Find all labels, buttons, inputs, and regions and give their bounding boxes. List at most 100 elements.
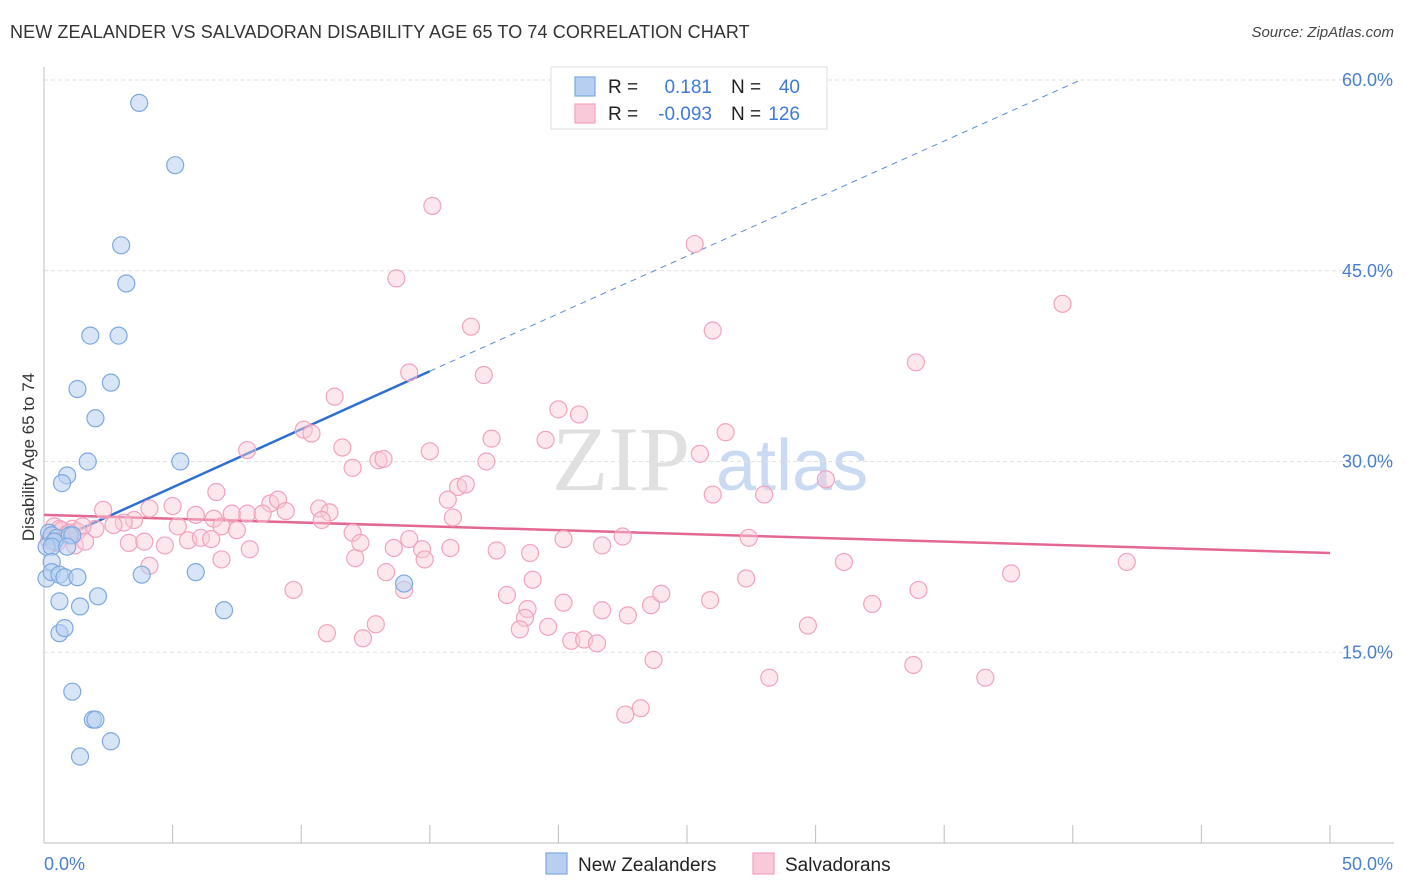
salvadoran-point-121 xyxy=(616,705,635,724)
salvadoran-point-93 xyxy=(701,591,720,610)
new-zealander-point-3 xyxy=(117,274,136,293)
salvadoran-point-75 xyxy=(351,533,370,552)
new-zealander-point-39 xyxy=(86,710,105,729)
salvadoran-point-119 xyxy=(760,668,779,687)
salvadoran-point-87 xyxy=(346,549,365,568)
salvadoran-point-103 xyxy=(641,596,661,615)
new-zealander-point-30 xyxy=(394,574,414,593)
y-tick-label-2: 45.0% xyxy=(1342,261,1393,281)
new-zealander-point-27 xyxy=(68,568,87,587)
new-zealander-point-40 xyxy=(101,732,120,751)
salvadoran-point-30 xyxy=(703,485,722,504)
salvadoran-point-95 xyxy=(909,580,928,600)
salvadoran-point-82 xyxy=(593,536,612,555)
salvadoran-point-79 xyxy=(487,541,506,560)
new-zealander-point-1 xyxy=(166,156,185,175)
axes xyxy=(43,67,1394,844)
salvadoran-point-25 xyxy=(816,470,835,489)
salvadoran-point-14 xyxy=(482,429,501,448)
legend-r-value-1: 0.181 xyxy=(664,77,712,98)
salvadoran-point-83 xyxy=(613,527,632,546)
salvadoran-point-110 xyxy=(510,620,529,639)
new-zealander-point-37 xyxy=(63,682,82,701)
salvadoran-point-45 xyxy=(253,504,272,523)
new-zealander-point-4 xyxy=(81,326,100,345)
new-zealander-point-5 xyxy=(109,326,128,345)
salvadoran-point-70 xyxy=(155,536,174,555)
salvadoran-point-16 xyxy=(716,423,735,442)
new-zealander-point-36 xyxy=(55,618,74,638)
salvadoran-point-7 xyxy=(400,363,419,382)
salvadoran-point-17 xyxy=(238,440,257,460)
new-zealander-point-28 xyxy=(132,565,151,584)
salvadoran-point-10 xyxy=(549,400,568,419)
salvadoran-point-101 xyxy=(593,601,612,620)
new-zealander-point-33 xyxy=(88,587,108,606)
salvadoran-point-91 xyxy=(1117,552,1136,572)
new-zealander-point-12 xyxy=(52,474,72,493)
salvadoran-point-15 xyxy=(536,430,555,449)
salvadoran-point-92 xyxy=(523,570,542,589)
salvadoran-point-69 xyxy=(135,532,154,551)
new-zealander-point-7 xyxy=(68,379,87,399)
salvadoran-point-107 xyxy=(515,608,535,628)
salvadoran-point-42 xyxy=(186,505,205,525)
salvadoran-point-55 xyxy=(400,529,419,549)
legend-swatch-blue xyxy=(574,76,596,97)
legend-box xyxy=(550,66,828,130)
salvadoran-point-118 xyxy=(904,655,923,675)
series-swatch-pink xyxy=(752,852,775,875)
salvadoran-point-4 xyxy=(461,317,481,336)
salvadoran-point-122 xyxy=(631,699,650,718)
salvadoran-point-84 xyxy=(739,528,758,547)
watermark-atlas: atlas xyxy=(716,426,868,506)
legend-n-value-2: 126 xyxy=(768,104,800,125)
x-tick-label-1: 50.0% xyxy=(1342,854,1393,874)
salvadoran-point-43 xyxy=(204,509,223,528)
y-tick-label-0: 15.0% xyxy=(1342,642,1393,662)
legend-n-label-1: N = xyxy=(731,77,761,98)
salvadoran-point-115 xyxy=(587,634,607,653)
salvadoran-point-96 xyxy=(1001,564,1021,583)
series-swatch-blue xyxy=(545,852,568,875)
salvadoran-point-109 xyxy=(366,615,385,634)
new-zealander-point-34 xyxy=(214,601,234,620)
salvadoran-point-37 xyxy=(276,501,295,521)
series-label-salvadorans: Salvadorans xyxy=(785,855,891,876)
salvadoran-point-113 xyxy=(562,631,581,650)
stats-legend: R = 0.181 N = 40 R = -0.093 N = 126 xyxy=(550,66,828,130)
series-legend: New Zealanders Salvadorans xyxy=(545,852,891,876)
legend-swatch-pink xyxy=(574,103,596,124)
salvadoran-point-22 xyxy=(477,452,496,471)
salvadoran-point-105 xyxy=(863,594,882,614)
salvadoran-point-108 xyxy=(539,617,558,636)
legend-r-label-2: R = xyxy=(608,104,638,125)
new-zealander-point-29 xyxy=(186,563,205,582)
salvadoran-point-52 xyxy=(212,517,231,536)
legend-n-label-2: N = xyxy=(731,104,761,125)
new-zealander-point-2 xyxy=(112,236,131,255)
y-tick-label-1: 30.0% xyxy=(1342,452,1393,472)
salvadoran-point-53 xyxy=(227,521,246,540)
data-points xyxy=(37,93,1136,766)
new-zealander-point-20 xyxy=(42,537,61,556)
salvadoran-point-31 xyxy=(755,485,774,504)
salvadoran-point-94 xyxy=(737,569,756,588)
salvadoran-point-63 xyxy=(104,515,123,535)
salvadoran-point-88 xyxy=(376,563,396,582)
gridlines xyxy=(44,79,1394,653)
salvadoran-point-33 xyxy=(163,496,182,516)
salvadoran-point-47 xyxy=(443,508,463,527)
new-zealander-point-6 xyxy=(101,373,120,392)
salvadoran-point-3 xyxy=(1053,294,1072,313)
new-zealander-trend-extension xyxy=(429,79,1081,372)
salvadoran-point-19 xyxy=(420,442,439,461)
salvadoran-point-29 xyxy=(438,490,457,509)
salvadoran-point-117 xyxy=(644,650,663,669)
salvadoran-point-116 xyxy=(798,616,817,635)
salvadoran-point-13 xyxy=(302,424,321,443)
new-zealander-point-41 xyxy=(70,747,90,766)
salvadoran-point-85 xyxy=(212,550,231,569)
salvadoran-point-80 xyxy=(521,543,540,563)
salvadoran-point-102 xyxy=(618,606,637,625)
